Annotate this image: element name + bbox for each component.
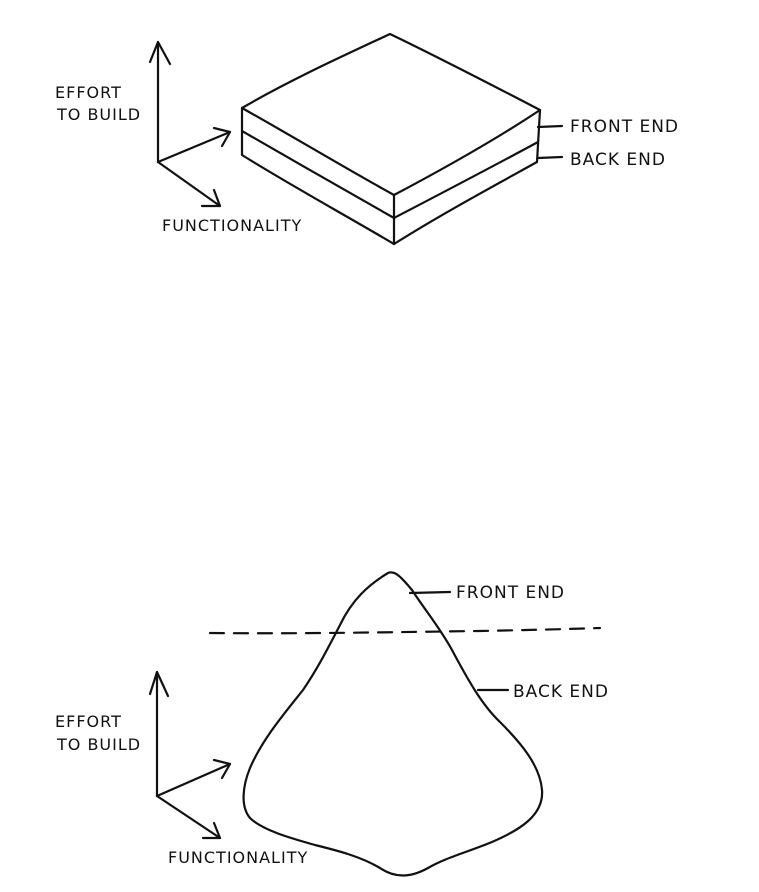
iceberg-x-axis (155, 794, 222, 840)
slab-y-axis-arrowhead (148, 40, 172, 66)
slab-y-axis-label-line1: EFFORT (55, 83, 122, 102)
slab-front-end-label: FRONT END (570, 117, 679, 137)
iceberg-y-axis-arrowhead (148, 670, 170, 698)
slab-x-axis-label: FUNCTIONALITY (162, 216, 302, 235)
slab-back-end-leader (536, 155, 564, 160)
iceberg-front-end-leader (408, 590, 452, 595)
iceberg-y-axis-label-line2: TO BUILD (56, 735, 141, 754)
slab-diagram: EFFORT TO BUILD FUNCTIONALITY FRONT END … (55, 32, 679, 246)
slab-x-axis (156, 160, 222, 208)
slab-depth-axis-arrowhead (212, 126, 232, 148)
iceberg-back-end-label: BACK END (513, 682, 609, 702)
iceberg-front-end-label: FRONT END (456, 583, 565, 603)
slab-x-axis-arrowhead (200, 188, 222, 208)
slab-top-face (240, 32, 542, 197)
slab-layer-divider (240, 129, 540, 220)
slab-front-right-edge (392, 108, 542, 246)
slab-axes (148, 40, 232, 208)
iceberg-y-axis-label-line1: EFFORT (55, 712, 122, 731)
iceberg-depth-axis (155, 762, 232, 798)
slab-y-axis-label-line2: TO BUILD (56, 105, 141, 124)
slab-depth-axis (156, 130, 232, 164)
iceberg-outline (242, 571, 544, 877)
slab-front-end-leader (536, 124, 564, 129)
iceberg-axes (148, 670, 232, 840)
iceberg-x-axis-arrowhead (201, 821, 222, 840)
slab-front-left-edge (240, 106, 396, 246)
iceberg-depth-axis-arrowhead (212, 758, 232, 780)
slab-shape (240, 32, 542, 246)
slab-back-end-label: BACK END (570, 150, 666, 170)
iceberg-x-axis-label: FUNCTIONALITY (168, 848, 308, 867)
iceberg-diagram: EFFORT TO BUILD FUNCTIONALITY FRONT END … (55, 571, 609, 877)
iceberg-waterline (208, 626, 602, 635)
